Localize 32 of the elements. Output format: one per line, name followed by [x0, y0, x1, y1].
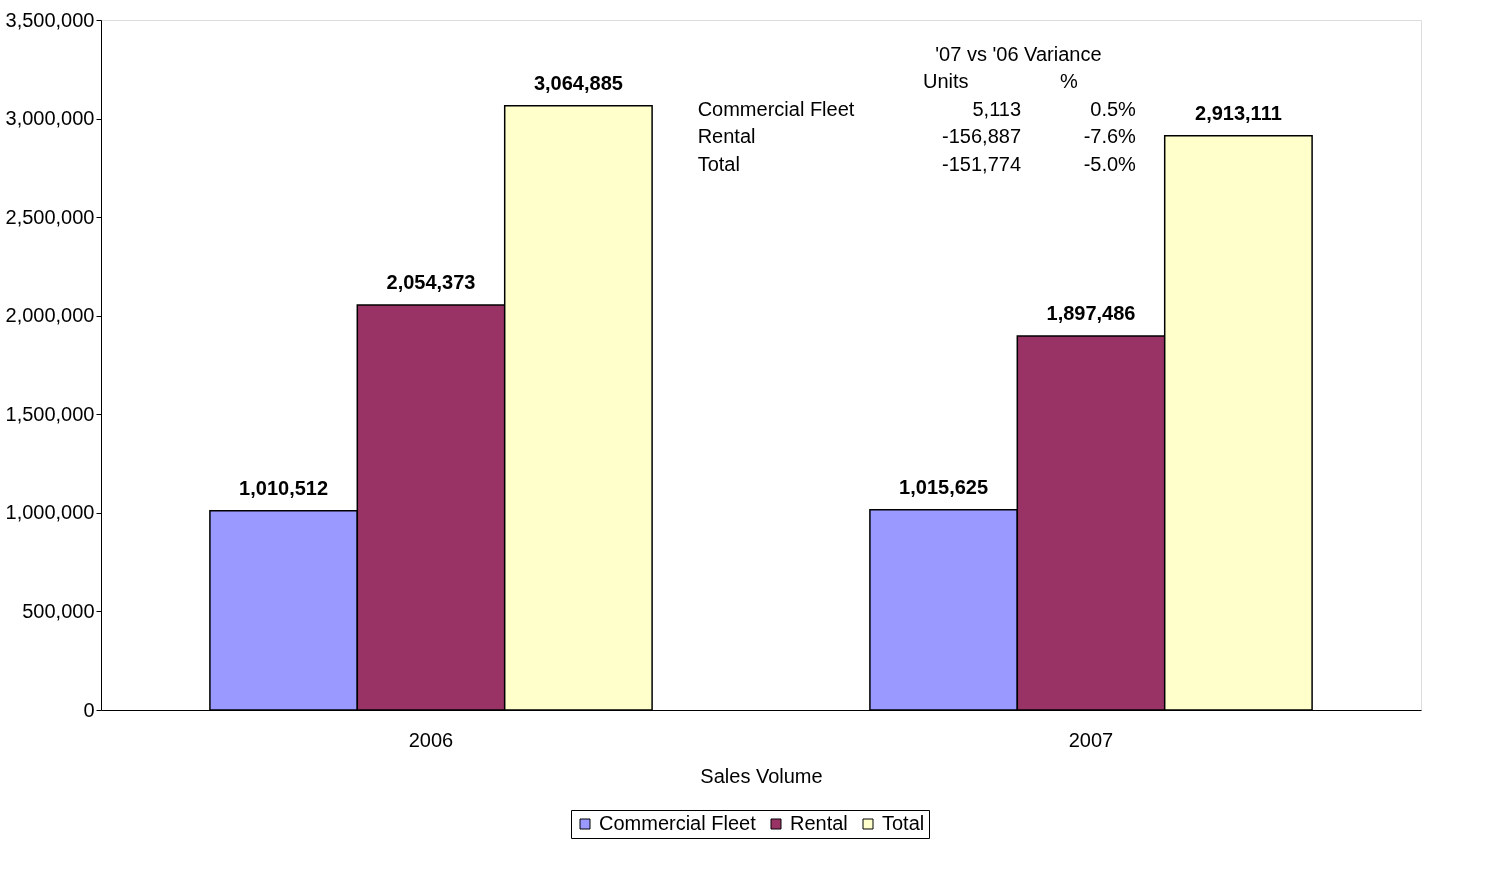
- data-label: 1,015,625: [899, 475, 989, 498]
- data-label: 3,064,885: [533, 71, 623, 94]
- annotation: %: [1060, 70, 1078, 93]
- y-tick-label: 1,500,000: [5, 402, 95, 425]
- annotation: -151,774: [942, 152, 1022, 175]
- annotation: -7.6%: [1083, 125, 1137, 148]
- y-tick-label: 3,500,000: [5, 8, 95, 31]
- data-label: 2,913,111: [1195, 101, 1282, 124]
- annotation: 5,113: [972, 97, 1022, 120]
- y-tick-label: 2,500,000: [5, 205, 95, 228]
- legend-label: Rental: [790, 812, 848, 834]
- x-tick-label: 2006: [408, 728, 454, 751]
- legend-label: Commercial Fleet: [599, 812, 757, 834]
- y-tick-label: 500,000: [22, 599, 95, 622]
- x-tick-label: 2007: [1068, 728, 1114, 751]
- annotation: Units: [923, 70, 969, 93]
- annotation: 0.5%: [1090, 97, 1137, 120]
- annotation: -156,887: [942, 125, 1022, 148]
- annotation: '07 vs '06 Variance: [935, 42, 1102, 65]
- x-axis-title: Sales Volume: [700, 764, 823, 787]
- annotation: -5.0%: [1083, 152, 1137, 175]
- y-tick-label: 3,000,000: [5, 107, 95, 130]
- data-label: 2,054,373: [386, 271, 476, 293]
- annotation: Rental: [697, 125, 756, 148]
- data-label: 1,010,512: [239, 476, 329, 499]
- annotation: Total: [697, 152, 740, 175]
- y-tick-label: 2,000,000: [5, 304, 95, 327]
- data-label: 1,897,486: [1046, 301, 1136, 324]
- y-tick-label: 1,000,000: [5, 501, 95, 524]
- y-tick-label: 0: [83, 698, 95, 721]
- legend-label: Total: [882, 812, 925, 834]
- annotation: Commercial Fleet: [697, 97, 855, 120]
